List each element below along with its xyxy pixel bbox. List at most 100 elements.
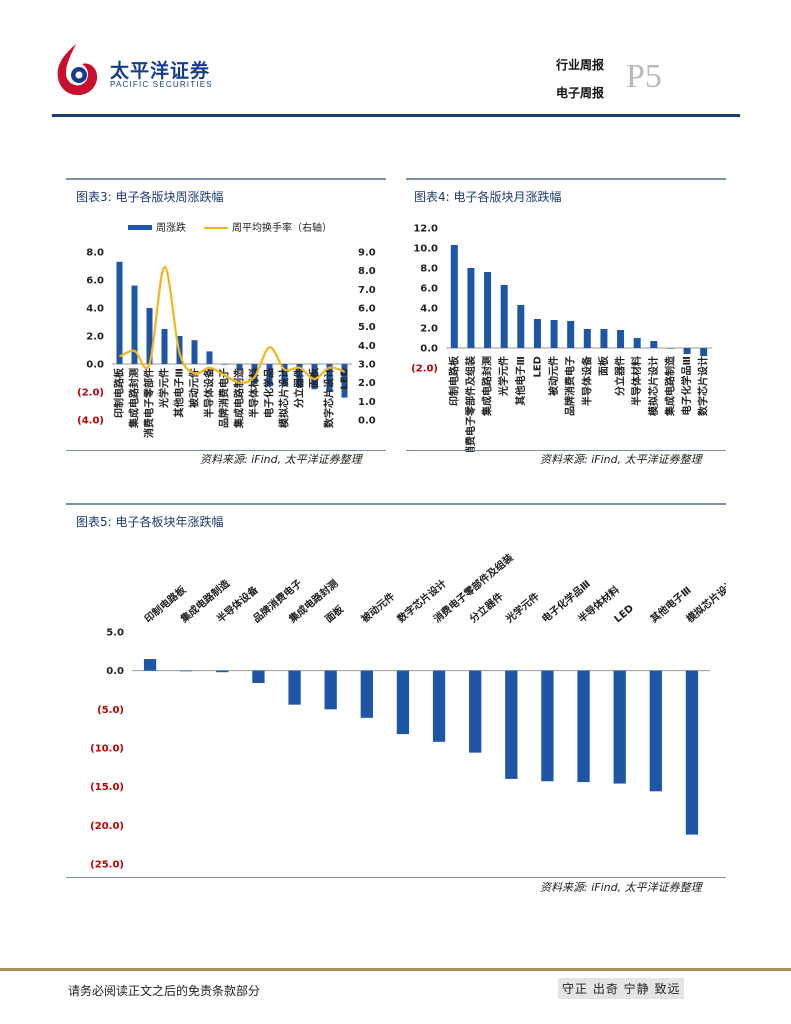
y2-tick-label: 3.0 [358,360,376,371]
bar [360,670,373,718]
category-label: 数字芯片设计 [323,368,336,428]
footer-divider [0,968,791,971]
y-tick-label: 8.0 [86,248,104,259]
bar [533,319,541,348]
y-tick-label: 0.0 [420,344,438,355]
category-label: LED [613,603,637,625]
category-label: 集成电路制造 [663,355,676,417]
category-label: 光学元件 [497,356,510,397]
bar [600,329,608,348]
y2-tick-label: 8.0 [358,266,376,277]
category-label: 模拟芯片设计 [684,577,726,626]
panel4-title: 图表4: 电子各版块月涨跌幅 [414,190,562,204]
category-label: 被动元件 [547,356,560,396]
legend-bar-label: 周涨跌 [156,221,186,234]
page-number: P5 [626,58,662,95]
category-label: 集成电路封测 [128,368,141,429]
bar [206,351,213,364]
category-label: 面板 [308,367,321,388]
panel3-source: 资料来源: iFind, 太平洋证券整理 [200,453,362,466]
bar [116,261,123,364]
y-tick-label: 2.0 [86,332,104,343]
bar [700,348,708,356]
footer-motto: 守正 出奇 宁静 致远 [558,978,685,999]
panel5-title: 图表5: 电子各板块年涨跌幅 [76,515,224,529]
y-tick-label: (25.0) [90,860,124,871]
y2-tick-label: 9.0 [358,248,376,259]
bar [467,268,475,348]
category-label: 被动元件 [358,590,397,626]
category-label: 电子化学品Ⅲ [680,356,693,415]
y-tick-label: (4.0) [77,416,104,427]
y2-tick-label: 1.0 [358,397,376,408]
category-label: 光学元件 [158,368,171,409]
y-tick-label: (10.0) [90,744,124,755]
bar [550,320,558,348]
bar [288,670,301,705]
category-label: 其他电子Ⅲ [173,368,186,417]
panel3-bottom-rule [66,450,386,451]
bar [500,285,508,348]
category-label: 模拟芯片设计 [647,356,660,416]
y-tick-label: 0.0 [106,666,124,677]
bar [131,285,138,364]
bar [685,670,699,835]
category-label: 半导体设备 [203,367,216,418]
panel4-source: 资料来源: iFind, 太平洋证券整理 [540,453,702,466]
y2-tick-label: 7.0 [358,285,376,296]
category-label: 被动元件 [188,368,201,408]
y-tick-label: 5.0 [106,628,124,639]
y2-tick-label: 0.0 [358,416,376,427]
company-logo-icon [57,44,98,96]
category-label: 分立器件 [293,368,306,408]
bar [161,329,168,364]
category-label: 其他电子Ⅲ [514,356,527,405]
bar [326,364,333,392]
bar [221,364,228,365]
bar [517,305,525,348]
y2-tick-label: 2.0 [358,378,376,389]
category-label: 光学元件 [502,590,542,626]
category-label: 消费电子零部件及组装 [464,356,477,452]
bar [191,340,198,364]
y-tick-label: (2.0) [411,364,438,375]
bar [666,348,674,349]
category-label: 半导体材料 [248,368,261,418]
header-divider [52,114,740,117]
bar [583,329,591,348]
category-label: 面板 [597,355,610,376]
bar [266,364,273,387]
y2-tick-label: 4.0 [358,341,376,352]
category-label: 印制电路板 [113,367,126,418]
y-tick-label: (20.0) [90,821,124,832]
y-tick-label: 4.0 [420,304,438,315]
bar [216,670,229,673]
category-label: 分立器件 [614,356,627,396]
category-label: 模拟芯片设计 [278,368,291,428]
bar [146,308,153,364]
bar [450,245,458,348]
bar [281,364,288,387]
legend-line-label: 周平均换手率（右轴） [232,221,332,234]
bar [469,670,482,753]
panel5-source: 资料来源: iFind, 太平洋证券整理 [540,881,702,894]
y2-tick-label: 5.0 [358,322,376,333]
bar [633,338,641,348]
legend-bar-swatch [128,225,152,230]
panel5-bottom-rule [66,877,726,878]
monthly-change-chart: 12.0 10.0 8.0 6.0 4.0 2.0 0.0 (2.0) 印制电路板 消费电子零部件… [411,224,712,452]
bar [649,670,662,792]
bar [252,670,265,684]
bar [567,321,575,348]
bar [180,670,193,672]
brand-name-en: PACIFIC SECURITIES [110,80,213,89]
panel4-top-rule [406,178,726,180]
category-label: 集成电路制造 [233,367,246,429]
bar [505,670,518,779]
category-label: 消费电子零部件 [143,368,156,438]
bar [617,330,625,348]
y-tick-label: (5.0) [97,705,124,716]
bar [341,364,348,398]
category-label: 集成电路封测 [481,356,494,417]
yearly-change-chart: 5.00.0(5.0)(10.0)(15.0)(20.0)(25.0)印制电路板… [90,551,726,871]
